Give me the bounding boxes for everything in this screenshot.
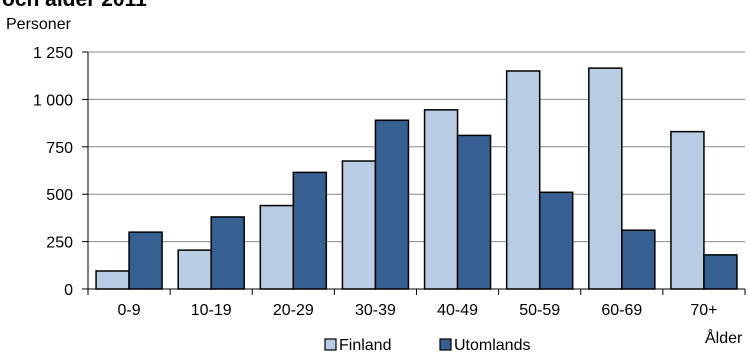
- legend-label-utomlands: Utomlands: [454, 337, 530, 354]
- bar-finland-40-49: [423, 109, 459, 290]
- legend-swatch-finland: [324, 338, 337, 351]
- y-tick-label: 1 000: [33, 92, 73, 109]
- y-tick-label: 500: [46, 187, 73, 204]
- y-tick-label: 1 250: [33, 45, 73, 62]
- y-tick-label: 250: [46, 235, 73, 252]
- bar-utomlands-10-19: [210, 216, 245, 290]
- bar-finland-50-59: [505, 70, 541, 290]
- chart-title: och ålder 2011: [2, 0, 147, 11]
- y-tick-label: 750: [46, 140, 73, 157]
- bar-finland-60-69: [588, 67, 623, 290]
- y-tick-labels: 0 250 500 750 1 000 1 250: [33, 45, 88, 299]
- bar-finland-30-39: [341, 160, 377, 290]
- x-tick-label: 50-59: [519, 302, 560, 319]
- x-tick-label: 60-69: [601, 302, 642, 319]
- bar-utomlands-20-29: [292, 171, 328, 290]
- x-tick-label: 40-49: [437, 302, 478, 319]
- bar-utomlands-0-9: [128, 231, 163, 290]
- legend-swatch-utomlands: [439, 338, 452, 351]
- x-tick-labels: 0-9 10-19 20-29 30-39 40-49 50-59 60-69 70+: [87, 289, 746, 319]
- bar-utomlands-40-49: [456, 134, 492, 290]
- bar-utomlands-70+: [703, 254, 738, 290]
- bar-finland-20-29: [259, 204, 295, 290]
- x-tick-label: 0-9: [118, 302, 141, 319]
- y-axis-label: Personer: [6, 16, 72, 33]
- legend-label-finland: Finland: [339, 337, 391, 354]
- x-tick-label: 10-19: [191, 302, 232, 319]
- bar-utomlands-50-59: [538, 191, 574, 290]
- bar-finland-70+: [670, 130, 705, 290]
- grid-lines: [88, 51, 745, 243]
- bars: [95, 67, 738, 290]
- bar-finland-10-19: [177, 249, 212, 290]
- legend: Finland Utomlands: [324, 337, 530, 354]
- bar-finland-0-9: [95, 270, 130, 290]
- x-tick-label: 30-39: [355, 302, 396, 319]
- x-tick-label: 70+: [690, 302, 717, 319]
- y-tick-label: 0: [64, 282, 73, 299]
- x-axis-label: Ålder: [705, 328, 743, 347]
- bar-utomlands-30-39: [374, 119, 410, 290]
- x-tick-label: 20-29: [273, 302, 314, 319]
- bar-utomlands-60-69: [621, 229, 656, 290]
